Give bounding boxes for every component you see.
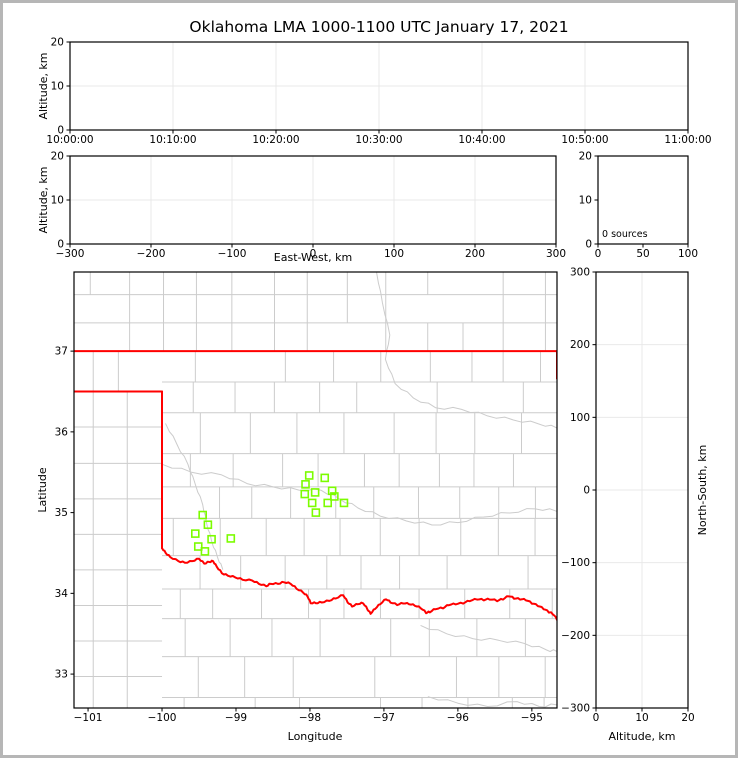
lma-station-marker [304,471,314,480]
lma-station-marker [320,473,330,483]
lma-station-marker [301,480,310,489]
map-layers [74,272,557,708]
lma-station-marker [310,488,320,497]
map-ylabel: Latitude [36,467,49,513]
river-line [376,272,557,429]
histogram-sources-annotation: 0 sources [602,229,648,240]
lma-station-marker [307,498,317,508]
x-tick-label: −96 [447,712,469,724]
time-panel-ylabel: Altitude, km [37,52,50,119]
y-tick-label: 10 [51,81,64,93]
x-tick-label: 0 [593,712,600,724]
river-line [427,696,557,708]
panel-frame [595,271,689,709]
y-tick-label: 0 [585,239,592,251]
y-tick-label: 10 [51,195,64,207]
x-tick-label: −200 [137,248,166,260]
y-tick-label: −300 [561,703,590,715]
y-tick-label: 20 [51,37,64,49]
eastwest-panel-xlabel: East-West, km [274,251,352,264]
figure-title: Oklahoma LMA 1000-1100 UTC January 17, 2… [189,18,568,36]
lma-station-marker [323,498,333,508]
lma-station-marker [193,542,203,551]
panel-frame [73,271,558,709]
y-tick-label: 33 [55,669,68,681]
lma-station-marker [311,508,321,517]
y-tick-label: 20 [579,151,592,163]
y-tick-label: 20 [51,151,64,163]
lma-station-marker [327,486,337,496]
y-tick-label: −200 [561,630,590,642]
x-tick-label: 50 [636,248,649,260]
x-tick-label: 20 [681,712,694,724]
y-tick-label: 35 [55,507,68,519]
x-tick-label: 200 [465,248,485,260]
lma-station-marker [198,510,208,520]
y-tick-label: 36 [55,426,69,438]
x-tick-label: 11:00:00 [664,134,711,146]
x-tick-label: 10:10:00 [149,134,196,146]
x-tick-label: 0 [595,248,602,260]
river-line [165,423,224,570]
x-tick-label: 0 [310,248,317,260]
y-tick-label: 10 [579,195,592,207]
state-border-line [161,547,557,621]
x-tick-label: −99 [225,712,247,724]
northsouth-panel-xlabel: Altitude, km [608,730,675,743]
y-tick-label: 200 [570,339,590,351]
x-tick-label: −98 [299,712,321,724]
x-tick-label: 10:40:00 [458,134,505,146]
y-tick-label: 300 [570,267,590,279]
eastwest-panel-ylabel: Altitude, km [37,166,50,233]
lma-station-marker [300,489,310,499]
panel-frame [597,155,689,245]
y-tick-label: 37 [55,346,68,358]
y-tick-label: 100 [570,412,590,424]
y-tick-label: 34 [55,588,69,600]
y-tick-label: −100 [561,557,590,569]
figure-graphics-layer: 10:00:00 10:10:00 10:20:00 10:30:00 10:40:00… [46,37,711,725]
lma-station-marker [200,547,210,556]
panel-frame [69,155,557,245]
x-tick-label: −100 [148,712,177,724]
x-tick-label: 10:00:00 [46,134,93,146]
x-tick-label: 10:20:00 [252,134,299,146]
x-tick-label: 100 [678,248,698,260]
y-tick-label: 0 [57,125,64,137]
lma-station-marker [339,498,349,508]
panel-frame [69,41,689,131]
x-tick-label: −97 [373,712,395,724]
y-tick-label: 0 [583,485,590,497]
x-tick-label: −95 [521,712,543,724]
x-tick-label: 10:50:00 [561,134,608,146]
river-line [420,625,557,653]
y-tick-label: 0 [57,239,64,251]
x-tick-label: 10:30:00 [355,134,402,146]
lma-station-marker [191,529,200,538]
x-tick-label: 300 [546,248,566,260]
lma-station-marker [330,492,339,501]
map-xlabel: Longitude [288,730,343,743]
x-tick-label: 10 [635,712,648,724]
x-tick-label: −100 [218,248,247,260]
x-tick-label: 100 [384,248,404,260]
lma-station-marker [226,534,236,543]
lma-station-marker [207,534,216,544]
x-tick-label: −101 [74,712,103,724]
x-tick-label: −300 [56,248,85,260]
lma-station-marker [203,520,213,530]
river-line [161,463,557,526]
northsouth-panel-ylabel: North-South, km [696,445,709,536]
